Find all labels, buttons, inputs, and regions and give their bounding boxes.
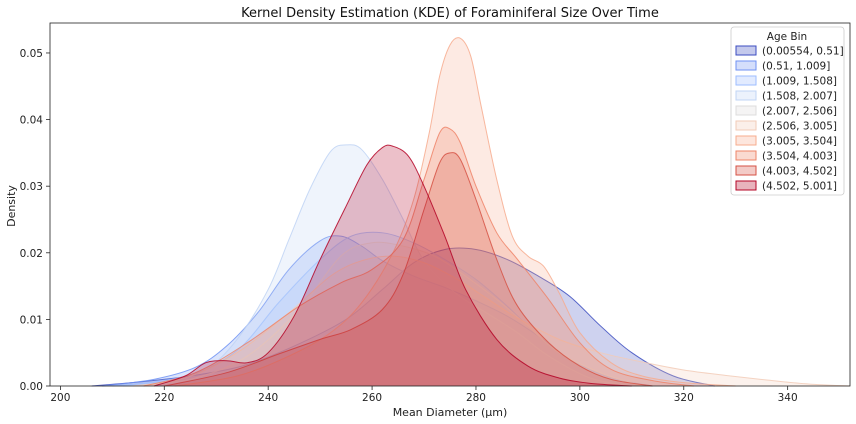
plot-frame	[49, 22, 851, 387]
x-tick-label: 240	[258, 392, 278, 404]
x-tick-label: 320	[674, 392, 694, 404]
legend-swatch	[735, 75, 757, 86]
legend: Age Bin (0.00554, 0.51] (0.51, 1.009] (1.0…	[730, 26, 845, 196]
density-area-9	[164, 152, 653, 386]
y-tick-label: 0.00	[20, 381, 43, 393]
legend-title: Age Bin	[767, 31, 807, 43]
legend-swatch	[735, 60, 757, 71]
density-area-6	[133, 256, 850, 386]
legend-swatch	[735, 150, 757, 161]
legend-swatch	[735, 45, 757, 56]
density-areas	[91, 37, 851, 387]
x-tick-label: 260	[362, 392, 382, 404]
x-axis-label: Mean Diameter (µm)	[393, 406, 508, 419]
density-line-7	[174, 37, 736, 387]
y-axis-label: Density	[5, 185, 18, 227]
legend-label: (1.508, 2.007]	[762, 91, 837, 103]
density-line-1	[91, 247, 716, 387]
legend-swatch	[735, 120, 757, 131]
legend-box	[730, 26, 845, 196]
x-tick-label: 220	[154, 392, 174, 404]
legend-label: (0.00554, 0.51]	[762, 46, 844, 58]
density-line-4	[122, 144, 632, 387]
y-tick-label: 0.02	[20, 248, 43, 260]
x-tick-label: 200	[50, 392, 70, 404]
density-area-8	[143, 127, 695, 386]
x-axis-ticks: 200 220 240 260 280 300 320 340	[50, 386, 798, 404]
y-axis-ticks: 0.00 0.01 0.02 0.03 0.04 0.05	[20, 48, 50, 393]
legend-label: (0.51, 1.009]	[762, 61, 830, 73]
y-tick-label: 0.01	[20, 314, 43, 326]
legend-label: (4.003, 4.502]	[762, 166, 837, 178]
density-area-10	[153, 145, 632, 386]
legend-label: (3.504, 4.003]	[762, 151, 837, 163]
legend-items: (0.00554, 0.51] (0.51, 1.009] (1.009, 1.50…	[735, 45, 844, 193]
legend-label: (3.005, 3.504]	[762, 136, 837, 148]
x-tick-label: 300	[570, 392, 590, 404]
y-tick-label: 0.03	[20, 181, 43, 193]
density-area-7	[174, 37, 736, 387]
x-tick-label: 340	[778, 392, 798, 404]
legend-label: (1.009, 1.508]	[762, 76, 837, 88]
y-tick-label: 0.04	[20, 115, 44, 127]
density-area-5	[143, 242, 643, 386]
legend-label: (2.007, 2.506]	[762, 106, 837, 118]
density-line-10	[153, 144, 632, 387]
legend-swatch	[735, 105, 757, 116]
density-line-5	[143, 241, 643, 387]
legend-swatch	[735, 180, 757, 191]
y-tick-label: 0.05	[20, 48, 43, 60]
legend-label: (2.506, 3.005]	[762, 121, 837, 133]
legend-swatch	[735, 165, 757, 176]
legend-swatch	[735, 90, 757, 101]
chart-title: Kernel Density Estimation (KDE) of Foram…	[241, 6, 659, 21]
legend-label: (4.502, 5.001]	[762, 181, 837, 193]
density-line-9	[164, 152, 653, 387]
x-tick-label: 280	[466, 392, 486, 404]
legend-swatch	[735, 135, 757, 146]
